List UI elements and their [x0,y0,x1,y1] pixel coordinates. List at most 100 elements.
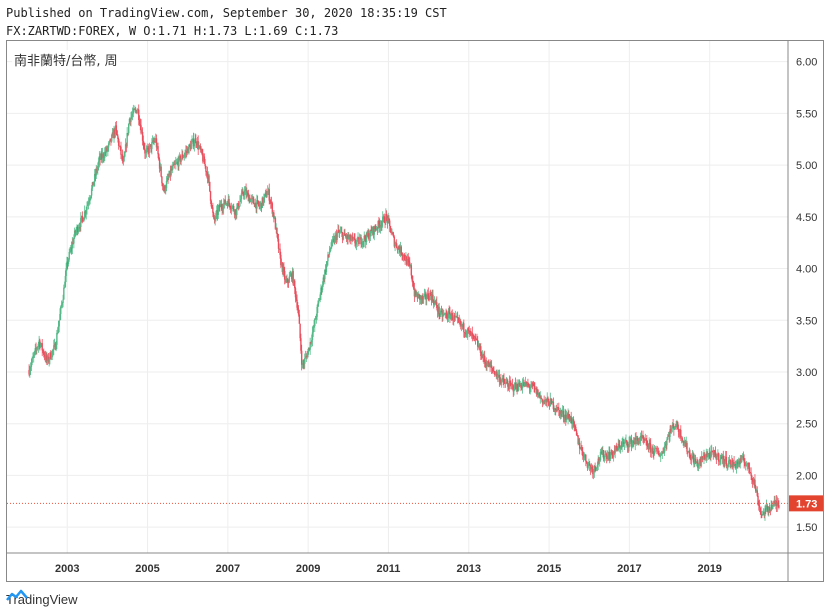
candle [704,453,707,461]
candle-body [191,141,193,144]
candle [663,442,666,456]
candle [592,465,594,479]
candle-body [269,200,271,202]
candle [606,450,609,462]
candle [778,500,780,510]
candle [555,404,558,413]
candle [501,375,504,383]
candle-body [776,502,779,507]
candle-body [680,438,683,439]
candle-body [426,298,428,300]
candle [129,118,131,126]
candle [599,448,602,462]
candle [690,454,692,465]
candle [423,288,426,298]
candle-body [559,410,562,416]
candle [192,138,194,143]
candle-body [625,440,627,442]
candle-body [49,352,51,360]
candle-body [687,451,690,453]
candle [617,438,619,452]
candle [141,129,143,134]
candle [155,133,157,144]
candle-body [522,382,524,385]
candle [108,140,111,146]
candle-body [60,304,63,307]
candle [56,329,58,350]
candle-body [201,149,203,155]
candle [676,419,678,428]
candle [87,197,90,210]
candle-body [600,451,602,453]
candle-body [393,236,396,247]
candle [332,233,335,243]
candle [659,453,661,458]
candle [77,224,79,236]
candle-body [45,355,47,360]
candle-body [304,356,307,359]
candle [404,254,406,265]
candle [43,348,45,358]
candle [644,433,646,441]
candle-body [369,229,372,237]
candle [514,377,517,390]
candle [511,382,513,390]
candle [148,143,150,157]
candle-body [291,271,294,279]
candle-body [524,381,527,383]
candle [283,266,286,285]
candle [429,291,431,301]
candle [475,338,477,341]
candle-body [340,231,342,233]
candle-body [324,269,326,280]
candle-body [99,156,101,160]
candle-body [327,254,329,262]
candle [568,414,571,423]
candle [770,500,772,512]
candle-body [194,138,196,144]
candle [771,500,773,511]
candle-body [365,232,368,243]
candle-body [605,454,607,455]
candle-body [752,481,755,483]
candle [433,299,435,309]
candle-body [538,392,540,398]
candle-body [453,315,456,318]
candle-body [293,280,295,285]
candle [225,202,227,207]
candle-body [493,371,495,372]
tradingview-logo-icon [6,589,28,601]
candle-body [525,381,528,386]
candle [447,308,450,323]
chart-pane[interactable] [6,40,824,582]
candle [355,239,357,249]
candle [510,380,512,390]
candle-body [83,211,86,219]
candle-body [764,508,766,516]
candle-body [206,172,209,179]
candle [740,454,742,464]
candle [39,342,42,349]
candle-body [774,500,776,504]
candle-body [497,375,499,377]
candle-body [167,178,169,179]
candle [97,162,99,175]
candle-body [538,392,541,398]
x-tick-label: 2011 [377,563,401,575]
candle [376,226,379,236]
header-published: Published on TradingView.com, September … [6,6,447,20]
candle [727,456,730,468]
candle-body [351,236,354,239]
candle-body [676,422,678,428]
candle [236,202,239,210]
candle [557,406,559,410]
candle [72,238,74,245]
tradingview-brand[interactable]: TradingView [6,589,78,609]
candle [336,231,338,243]
candle [533,381,535,393]
candle [96,166,98,174]
candle [177,156,179,171]
candle [521,378,524,394]
candle [383,213,385,224]
